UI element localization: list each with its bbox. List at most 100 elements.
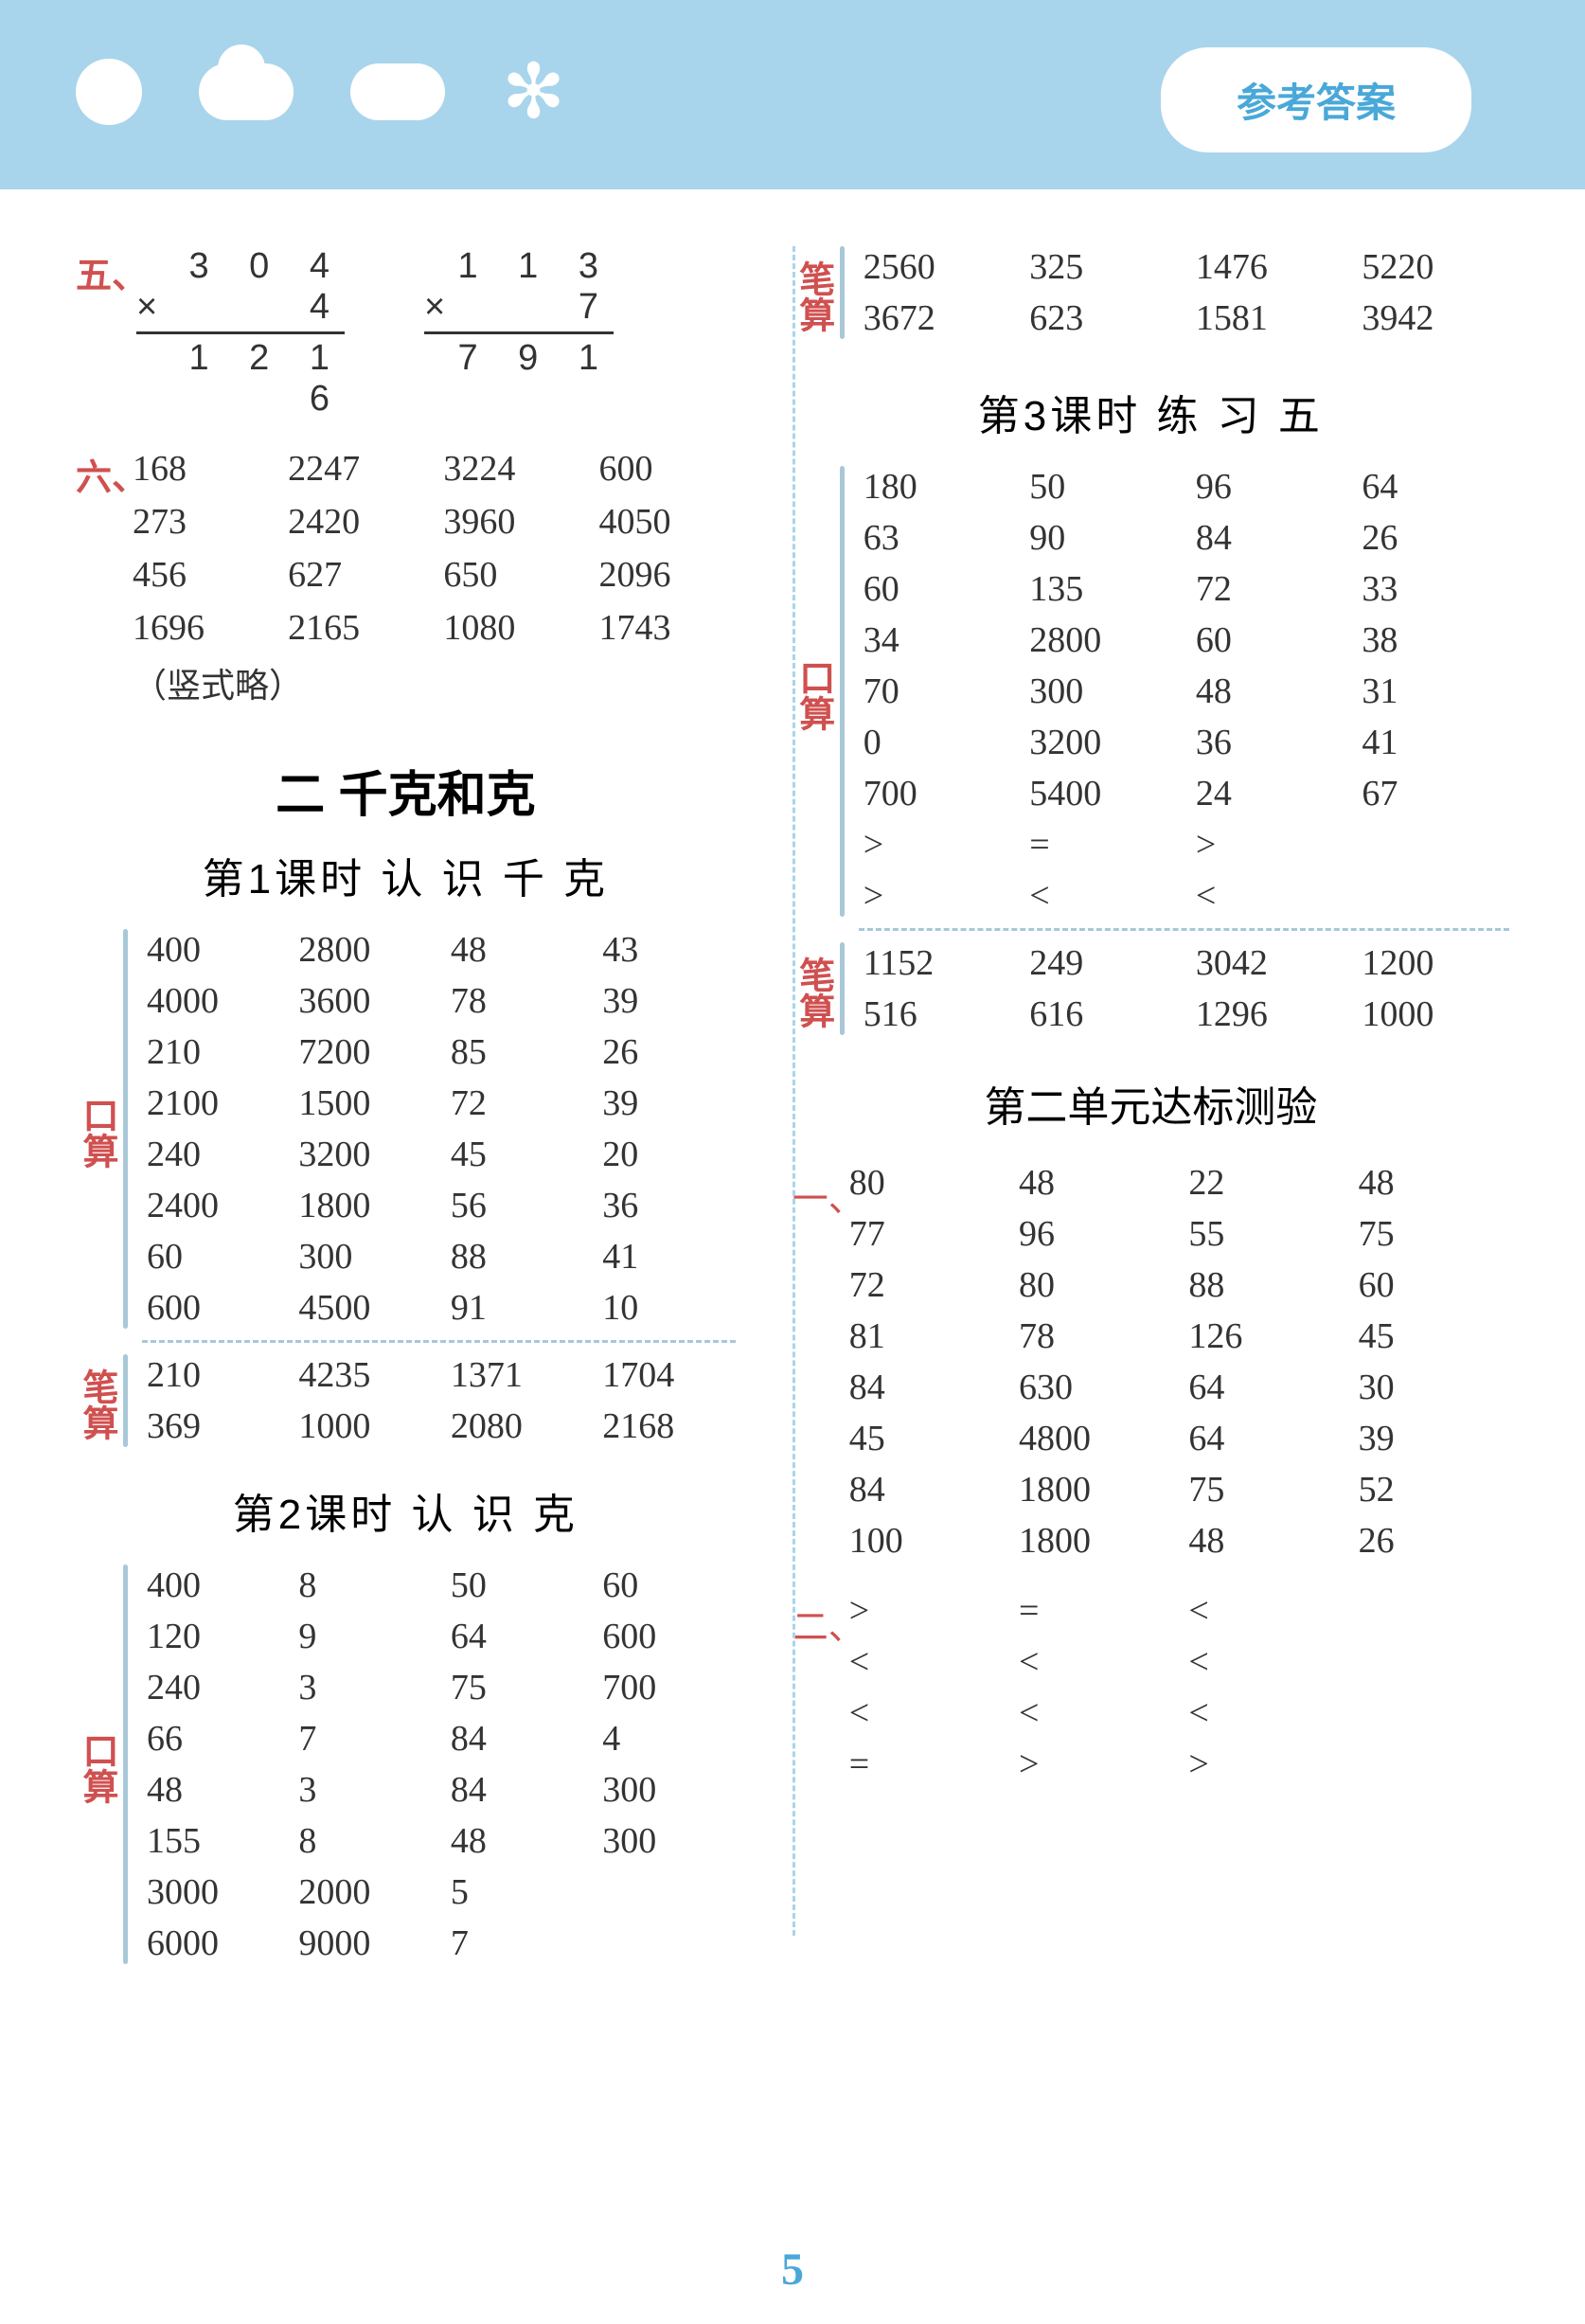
l1-kousuan-grid: 4002800484340003600783921072008526210015…: [147, 929, 736, 1329]
header-bar: ✻ 参考答案: [0, 0, 1585, 189]
data-cell: 180: [864, 466, 1011, 508]
data-cell: 7: [298, 1718, 431, 1760]
data-cell: 78: [451, 980, 583, 1022]
data-cell: 3200: [298, 1134, 431, 1175]
data-cell: 600: [147, 1287, 279, 1329]
data-cell: 126: [1188, 1315, 1339, 1357]
data-cell: 2800: [298, 929, 431, 971]
cloud-icon: [199, 63, 294, 120]
lesson3-kousuan: 口算 1805096646390842660135723334280060387…: [792, 466, 1509, 917]
lesson1-bisuan: 笔算 210423513711704369100020802168: [76, 1354, 736, 1447]
data-cell: 64: [1188, 1367, 1339, 1408]
data-cell: 45: [849, 1418, 1000, 1459]
data-cell: 84: [849, 1469, 1000, 1511]
data-cell: 168: [133, 448, 269, 490]
data-cell: [1362, 875, 1509, 917]
data-cell: 88: [1188, 1264, 1339, 1306]
data-cell: 1296: [1196, 993, 1344, 1035]
side-border: [123, 1564, 128, 1964]
bisuan-label: 笔算: [76, 1354, 123, 1447]
data-cell: 700: [864, 773, 1011, 814]
data-cell: 3: [298, 1769, 431, 1811]
data-cell: 456: [133, 554, 269, 596]
data-cell: 38: [1362, 619, 1509, 661]
side-border: [123, 929, 128, 1329]
data-cell: [1359, 1743, 1509, 1785]
data-cell: <: [1188, 1641, 1339, 1683]
data-cell: 1743: [599, 607, 736, 649]
snowflake-icon: ✻: [502, 47, 565, 136]
data-cell: 1371: [451, 1354, 583, 1396]
data-cell: 39: [602, 980, 735, 1022]
data-cell: 55: [1188, 1213, 1339, 1255]
data-cell: 210: [147, 1354, 279, 1396]
data-cell: 240: [147, 1134, 279, 1175]
data-cell: 516: [864, 993, 1011, 1035]
data-cell: 72: [849, 1264, 1000, 1306]
data-cell: 300: [1029, 670, 1177, 712]
data-cell: 400: [147, 929, 279, 971]
header-icons: ✻: [76, 47, 565, 136]
data-cell: 67: [1362, 773, 1509, 814]
data-cell: <: [1029, 875, 1177, 917]
data-cell: 9: [298, 1616, 431, 1657]
data-cell: 39: [1359, 1418, 1509, 1459]
data-cell: 630: [1019, 1367, 1169, 1408]
data-cell: 64: [1188, 1418, 1339, 1459]
data-cell: 0: [864, 722, 1011, 763]
data-cell: 1152: [864, 942, 1011, 984]
calc1-top: 3 0 4: [136, 246, 345, 287]
data-cell: 60: [864, 568, 1011, 610]
data-cell: 1000: [1362, 993, 1509, 1035]
data-cell: 1080: [443, 607, 579, 649]
data-cell: 1500: [298, 1082, 431, 1124]
data-cell: 2560: [864, 246, 1011, 288]
data-cell: 300: [298, 1236, 431, 1278]
page-number: 5: [781, 2244, 804, 2296]
data-cell: >: [864, 875, 1011, 917]
data-cell: 26: [602, 1031, 735, 1073]
marker-one: 一、: [792, 1162, 849, 1562]
data-cell: 5: [451, 1871, 583, 1913]
data-cell: 4500: [298, 1287, 431, 1329]
data-cell: 2800: [1029, 619, 1177, 661]
data-cell: 60: [1196, 619, 1344, 661]
dash-separator: [859, 928, 1509, 931]
lesson2-title: 第2课时 认 识 克: [76, 1480, 736, 1541]
data-cell: [602, 1871, 735, 1913]
calc2-top: 1 1 3: [424, 246, 614, 287]
data-cell: <: [1188, 1692, 1339, 1734]
data-cell: 650: [443, 554, 579, 596]
data-cell: 4050: [599, 501, 736, 543]
data-cell: 3672: [864, 297, 1011, 339]
data-cell: <: [1019, 1641, 1169, 1683]
data-cell: 24: [1196, 773, 1344, 814]
data-cell: 300: [602, 1769, 735, 1811]
sec6-note: （竖式略）: [133, 658, 736, 707]
data-cell: 2247: [288, 448, 424, 490]
data-cell: 48: [451, 929, 583, 971]
data-cell: 9000: [298, 1922, 431, 1964]
data-cell: 8: [298, 1564, 431, 1606]
side-border: [840, 466, 845, 917]
data-cell: 623: [1029, 297, 1177, 339]
data-cell: 84: [849, 1367, 1000, 1408]
data-cell: 75: [1188, 1469, 1339, 1511]
ut-sec1-grid: 8048224877965575728088608178126458463064…: [849, 1162, 1509, 1562]
data-cell: >: [1019, 1743, 1169, 1785]
data-cell: 5400: [1029, 773, 1177, 814]
calc2-mval: 7: [579, 287, 614, 328]
data-cell: 72: [451, 1082, 583, 1124]
data-cell: 600: [599, 448, 736, 490]
data-cell: 30: [1359, 1367, 1509, 1408]
data-cell: >: [864, 824, 1011, 866]
data-cell: 85: [451, 1031, 583, 1073]
calc2-sign: ×: [424, 287, 445, 328]
data-cell: 48: [1196, 670, 1344, 712]
calc-1: 3 0 4 × 4 1 2 1 6: [136, 246, 345, 420]
data-cell: 3942: [1362, 297, 1509, 339]
right-top-bisuan: 笔算 256032514765220367262315813942: [792, 246, 1509, 339]
marker-five: 五、: [76, 246, 133, 298]
kousuan-label: 口算: [76, 1564, 123, 1964]
data-cell: 96: [1196, 466, 1344, 508]
